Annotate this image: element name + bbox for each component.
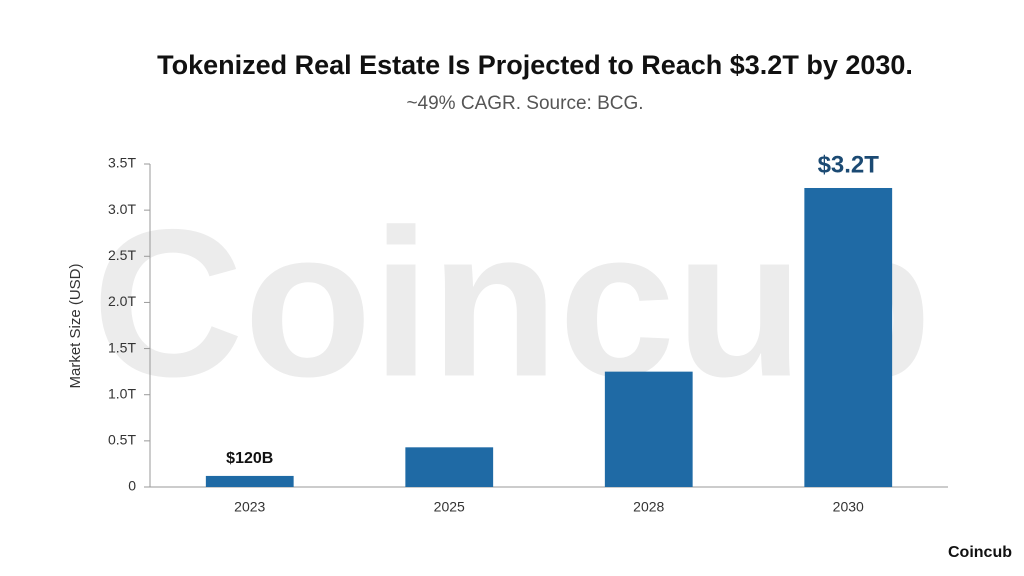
y-tick-label: 2.0T (108, 293, 136, 309)
bar (604, 371, 693, 487)
y-tick-label: 3.0T (108, 201, 136, 217)
x-tick-label: 2028 (633, 499, 664, 515)
bar (205, 475, 294, 487)
y-tick-label: 1.0T (108, 385, 136, 401)
y-tick-label: 0.5T (108, 432, 136, 448)
y-axis-label: Market Size (USD) (67, 263, 84, 388)
brand: Coincub (948, 544, 1012, 561)
x-tick-label: 2023 (234, 499, 265, 515)
y-tick-label: 0 (128, 478, 136, 494)
data-label: $120B (226, 450, 273, 467)
x-tick-label: 2025 (434, 499, 465, 515)
chart-subtitle: ~49% CAGR. Source: BCG. (406, 93, 643, 114)
bar (804, 187, 893, 487)
y-tick-label: 3.5T (108, 155, 136, 171)
bar (405, 447, 494, 487)
data-label: $3.2T (818, 151, 880, 178)
watermark: Coincub (92, 185, 932, 420)
y-tick-label: 2.5T (108, 247, 136, 263)
chart-title: Tokenized Real Estate Is Projected to Re… (157, 50, 913, 80)
y-tick-label: 1.5T (108, 339, 136, 355)
x-tick-label: 2030 (833, 499, 864, 515)
